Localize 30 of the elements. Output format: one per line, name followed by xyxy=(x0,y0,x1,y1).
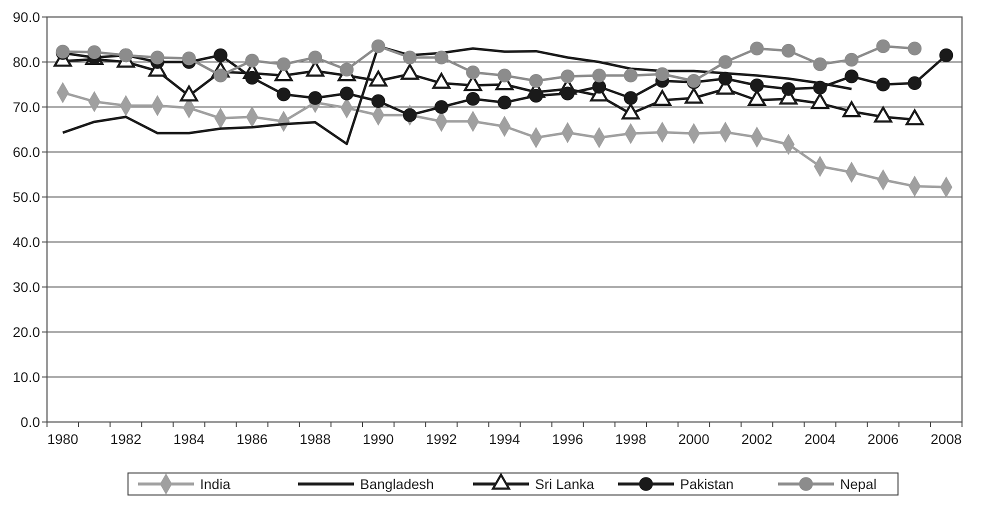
x-tick-label: 2004 xyxy=(804,431,836,447)
y-tick-label: 60.0 xyxy=(12,144,40,160)
y-tick-label: 30.0 xyxy=(12,278,40,295)
legend-label: Sri Lanka xyxy=(535,476,594,492)
y-tick-label: 90.0 xyxy=(12,8,40,25)
x-tick-label: 1996 xyxy=(552,431,584,447)
legend-label: Pakistan xyxy=(680,476,734,492)
x-tick-label: 1982 xyxy=(110,431,142,447)
x-tick-label: 2002 xyxy=(741,431,773,447)
legend-label: Bangladesh xyxy=(360,476,434,492)
x-tick-label: 1980 xyxy=(47,431,79,447)
y-tick-label: 50.0 xyxy=(12,188,40,205)
x-tick-label: 1998 xyxy=(615,431,646,447)
y-tick-label: 80.0 xyxy=(12,54,40,70)
x-tick-label: 1984 xyxy=(173,431,205,447)
x-tick-label: 1994 xyxy=(488,431,520,447)
y-tick-label: 20.0 xyxy=(12,324,40,340)
x-tick-label: 2008 xyxy=(930,431,962,447)
y-tick-label: 70.0 xyxy=(12,98,40,115)
x-tick-label: 1986 xyxy=(236,431,268,447)
x-tick-label: 2000 xyxy=(678,431,710,447)
x-tick-label: 2006 xyxy=(868,431,899,447)
y-tick-label: 10.0 xyxy=(12,368,40,385)
legend-label: Nepal xyxy=(840,476,877,492)
x-tick-label: 1992 xyxy=(426,431,458,447)
x-tick-label: 1988 xyxy=(300,431,331,447)
y-tick-label: 0.0 xyxy=(20,414,40,430)
x-tick-label: 1990 xyxy=(362,431,394,447)
y-tick-label: 40.0 xyxy=(12,234,40,250)
legend-label: India xyxy=(200,476,231,492)
